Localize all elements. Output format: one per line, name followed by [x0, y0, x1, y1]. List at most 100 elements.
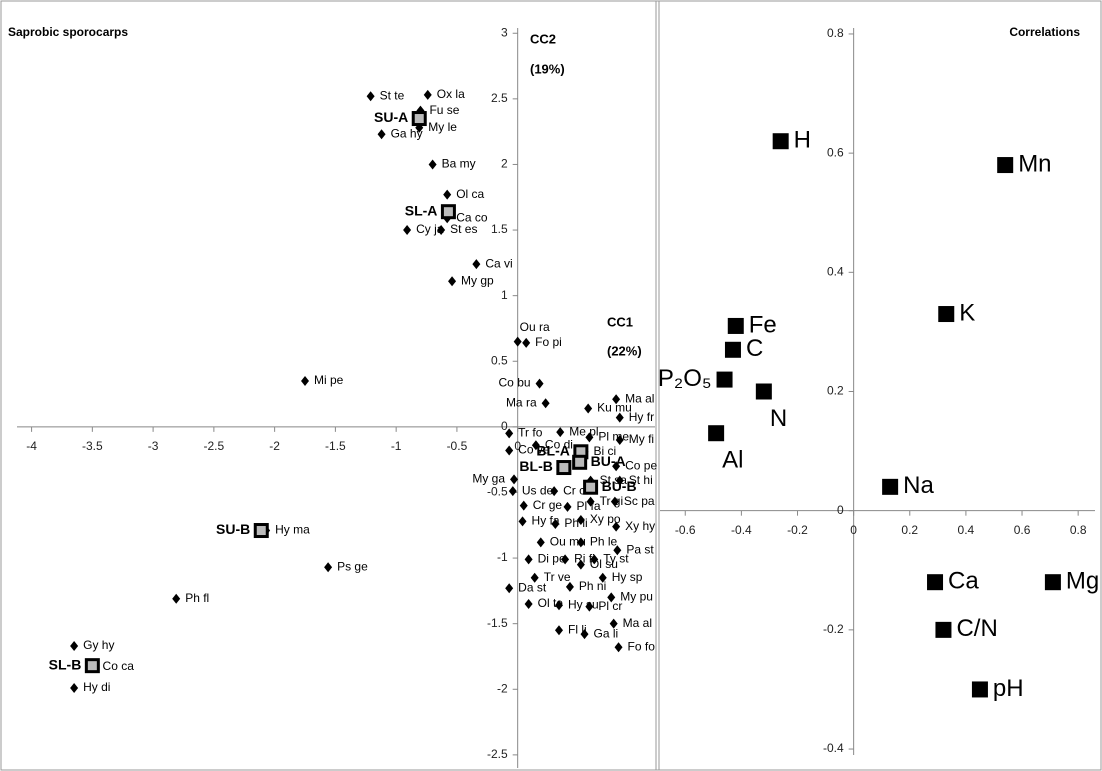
point-label: Gy hy: [83, 638, 114, 652]
point: [615, 434, 624, 445]
point: [403, 225, 412, 236]
point: [612, 521, 621, 532]
point: [585, 601, 594, 612]
point-label: P₂O₅: [658, 365, 712, 392]
point-label: Ou ra: [520, 320, 550, 334]
y-tick-label: -0.4: [823, 741, 844, 755]
point-label: Ca co: [456, 210, 488, 224]
point-label: Ma al: [625, 391, 654, 405]
y-tick-label: 0.6: [827, 145, 844, 159]
point-label: Ga li: [594, 626, 619, 640]
y-tick-label: 0.2: [827, 384, 844, 398]
y-tick-label: 1: [501, 288, 508, 302]
y-tick-label: 0.4: [827, 264, 844, 278]
point: [554, 600, 563, 611]
point-label: BL-A: [536, 442, 569, 458]
point: [253, 523, 269, 539]
chart-title: Correlations: [1009, 25, 1080, 39]
point: [535, 378, 544, 389]
point: [541, 398, 550, 409]
x-tick-label: -0.5: [447, 439, 468, 453]
point-label: Fe: [749, 311, 777, 338]
point-label: Ba my: [442, 157, 476, 171]
x-tick-label: 0: [850, 523, 857, 537]
point-label: Pa st: [626, 542, 654, 556]
point: [563, 501, 572, 512]
y-tick-label: 1.5: [491, 222, 508, 236]
x-tick-label: 0: [514, 439, 521, 453]
point: [522, 337, 531, 348]
point: [590, 554, 599, 565]
x-tick-label: -4: [26, 439, 37, 453]
point: [530, 572, 539, 583]
point-label: Ox la: [437, 87, 465, 101]
point: [411, 111, 427, 127]
point: [935, 621, 952, 638]
point-label: Hy fr: [629, 410, 654, 424]
point: [609, 618, 618, 629]
point: [583, 479, 599, 495]
point: [613, 545, 622, 556]
y-tick-label: 0.8: [827, 26, 844, 40]
x-tick-label: -3: [148, 439, 159, 453]
point: [437, 225, 446, 236]
point-label: Co di: [545, 437, 573, 451]
point: [971, 681, 988, 698]
point: [551, 518, 560, 529]
point-label: Xy hy: [625, 519, 655, 533]
point-label: Me pl: [569, 424, 598, 438]
point-label: SL-A: [405, 202, 438, 218]
point: [531, 440, 540, 451]
point: [536, 537, 545, 548]
point-label: Mg: [1066, 568, 1099, 595]
point: [615, 412, 624, 423]
point: [377, 129, 386, 140]
y-tick-label: 0: [837, 503, 844, 517]
x-tick-label: 0.2: [901, 523, 918, 537]
point: [612, 394, 621, 405]
point: [324, 562, 333, 573]
point-label: H: [794, 127, 811, 154]
point-label: Ph li: [564, 516, 587, 530]
y-tick-label: -1.5: [487, 616, 508, 630]
x-tick-label: -0.2: [787, 523, 808, 537]
point-label: My pu: [620, 590, 653, 604]
point: [882, 478, 899, 495]
point: [1044, 574, 1061, 591]
x-tick-label: -3.5: [82, 439, 103, 453]
point-label: Hy su: [568, 597, 599, 611]
point-label: Co ve: [518, 443, 550, 457]
point-label: Ol ca: [456, 187, 484, 201]
point: [724, 341, 741, 358]
point-label: Hy sp: [612, 570, 643, 584]
y-tick-label: -2: [497, 681, 508, 695]
point-label: Ps ge: [337, 559, 368, 573]
point-label: Ga hy: [391, 126, 423, 140]
point-label: Tr gi: [600, 494, 624, 508]
x-tick-label: -1: [391, 439, 402, 453]
point: [554, 625, 563, 636]
point: [565, 581, 574, 592]
point: [172, 593, 181, 604]
point: [927, 574, 944, 591]
point-label: My gp: [461, 273, 494, 287]
point: [70, 682, 79, 693]
point-label: Bi ci: [594, 444, 617, 458]
point-label: C/N: [956, 615, 997, 642]
point-label: Hy di: [83, 680, 110, 694]
point: [576, 559, 585, 570]
point: [513, 336, 522, 347]
y-tick-label: -0.2: [823, 622, 844, 636]
point: [772, 133, 789, 150]
point-label: Mn: [1018, 150, 1051, 177]
point-label: Xy po: [590, 512, 621, 526]
point: [70, 640, 79, 651]
point-label: Pl me: [598, 430, 629, 444]
point: [612, 461, 621, 472]
point: [524, 598, 533, 609]
point-label: St hi: [629, 473, 653, 487]
point: [576, 537, 585, 548]
point: [423, 89, 432, 100]
